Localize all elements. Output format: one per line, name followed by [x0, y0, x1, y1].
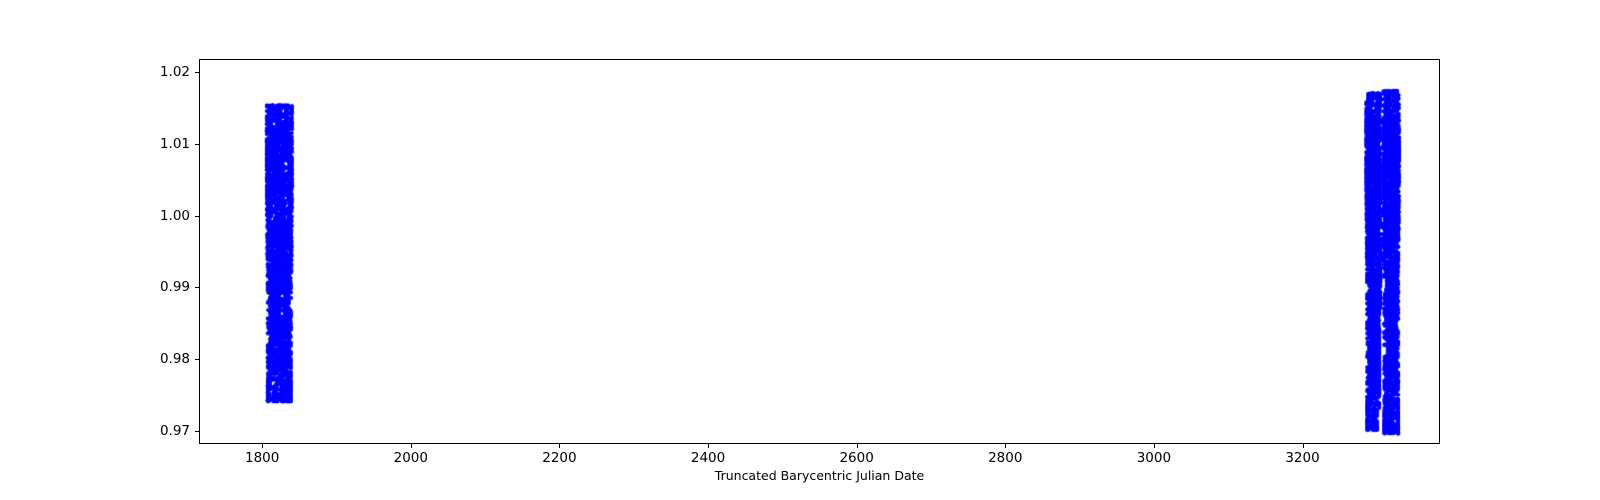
x-tick-label-2400: 2400	[690, 450, 726, 466]
x-tick-2200	[559, 444, 561, 448]
x-tick-label-1800: 1800	[244, 450, 280, 466]
x-tick-label-2200: 2200	[542, 450, 577, 466]
y-tick-0.98	[195, 359, 199, 361]
y-tick-0.97	[195, 431, 199, 432]
y-tick-label-1.02: 1.02	[159, 64, 190, 81]
y-tick-label-0.97: 0.97	[159, 423, 190, 439]
y-tick-1.00	[195, 215, 199, 217]
x-tick-2600	[856, 444, 858, 448]
x-tick-label-3000: 3000	[1136, 450, 1172, 466]
x-tick-2400	[708, 444, 710, 448]
y-tick-label-0.98: 0.98	[159, 351, 190, 368]
y-tick-1.01	[195, 143, 199, 145]
x-tick-3200	[1302, 444, 1304, 448]
x-tick-2800	[1005, 444, 1007, 448]
x-tick-label-2000: 2000	[393, 450, 428, 466]
x-axis-label: Truncated Barycentric Julian Date	[714, 468, 925, 483]
scatter-plot-canvas	[200, 60, 1439, 443]
y-tick-label-0.99: 0.99	[159, 279, 190, 296]
x-tick-label-2800: 2800	[988, 450, 1023, 466]
x-tick-1800	[262, 444, 264, 448]
y-tick-1.02	[195, 72, 199, 74]
y-tick-label-1.00: 1.00	[159, 207, 190, 224]
x-tick-2000	[410, 444, 412, 448]
x-tick-label-2600: 2600	[839, 450, 874, 466]
plot-axes-area	[199, 59, 1440, 444]
y-tick-0.99	[195, 287, 199, 289]
x-tick-label-3200: 3200	[1285, 450, 1320, 466]
x-tick-3000	[1153, 444, 1155, 448]
y-tick-label-1.01: 1.01	[159, 135, 190, 152]
